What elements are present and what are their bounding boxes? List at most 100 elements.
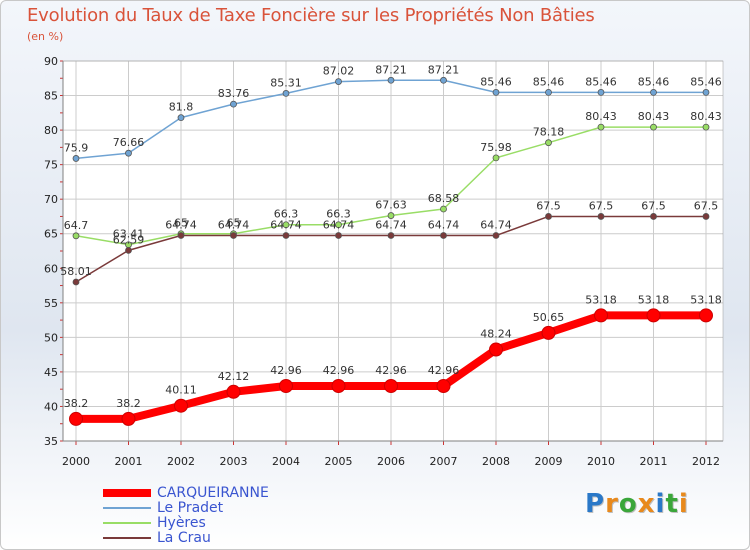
data-label: 85.46 (480, 75, 512, 88)
data-point (387, 212, 395, 219)
y-tick-label: 55 (44, 297, 58, 310)
data-label: 64.74 (323, 219, 355, 232)
data-label: 67.5 (589, 199, 614, 212)
legend-label: La Crau (157, 530, 211, 546)
data-point (699, 308, 713, 323)
data-point (489, 342, 503, 357)
logo-letter: o (618, 489, 638, 519)
data-point (125, 149, 132, 157)
x-tick-label: 2002 (167, 455, 195, 468)
data-label: 85.46 (638, 75, 670, 88)
data-label: 50.65 (533, 311, 565, 324)
x-tick-label: 2007 (430, 455, 458, 468)
data-point (594, 308, 608, 323)
data-label: 42.96 (428, 364, 460, 377)
data-label: 65 (227, 217, 241, 230)
x-tick-label: 2009 (535, 455, 563, 468)
data-label: 81.8 (169, 101, 194, 114)
data-point (384, 379, 398, 394)
data-point (335, 232, 342, 239)
x-tick-label: 2000 (62, 455, 90, 468)
data-label: 40.11 (165, 384, 197, 397)
data-point (492, 232, 500, 239)
proxiti-logo: Proxiti (585, 489, 689, 519)
data-point (650, 88, 657, 96)
data-label: 65 (174, 217, 188, 230)
data-point (174, 398, 188, 413)
data-point (650, 123, 657, 131)
logo-letter: P (585, 489, 606, 519)
y-tick-label: 75 (44, 159, 58, 172)
plot-border (62, 60, 724, 442)
y-tick-label: 60 (44, 262, 58, 275)
data-label: 64.74 (218, 219, 250, 232)
data-label: 42.96 (270, 364, 302, 377)
data-point (121, 411, 136, 426)
data-label: 64.7 (64, 219, 89, 232)
data-label: 64.74 (270, 219, 302, 232)
legend-swatch (103, 522, 151, 524)
data-point (492, 154, 500, 162)
data-point (597, 88, 605, 96)
x-tick-label: 2001 (115, 455, 143, 468)
data-point (597, 123, 605, 131)
data-label: 76.66 (113, 136, 145, 149)
data-point (279, 379, 293, 394)
y-tick-label: 35 (44, 435, 58, 448)
data-label: 80.43 (585, 110, 617, 123)
data-label: 63.41 (113, 228, 145, 241)
x-tick-label: 2004 (272, 455, 300, 468)
data-point (72, 278, 80, 286)
legend-item: La Crau (103, 530, 211, 546)
data-point (387, 232, 395, 239)
data-label: 83.76 (218, 87, 250, 100)
data-label: 38.2 (116, 397, 141, 410)
data-point (702, 123, 710, 131)
data-point (125, 246, 132, 254)
data-label: 38.2 (64, 397, 89, 410)
data-point (597, 213, 605, 220)
data-label: 87.21 (428, 63, 460, 76)
data-point (282, 90, 290, 97)
x-tick-label: 2008 (482, 455, 510, 468)
data-point (545, 139, 552, 147)
data-label: 66.3 (274, 208, 299, 221)
data-point (177, 232, 185, 239)
data-point (646, 308, 661, 323)
legend-item: Hyères (103, 515, 206, 531)
logo-letter: i (655, 489, 666, 519)
data-label: 80.43 (690, 110, 722, 123)
data-label: 67.5 (694, 199, 719, 212)
logo-letter: r (605, 489, 619, 519)
y-tick-label: 65 (44, 228, 58, 241)
data-point (230, 100, 237, 108)
data-point (282, 232, 290, 239)
legend-item: Le Pradet (103, 500, 223, 516)
legend-swatch (103, 537, 151, 539)
data-point (440, 205, 447, 213)
data-label: 85.46 (690, 75, 722, 88)
data-label: 75.9 (64, 141, 89, 154)
data-point (177, 114, 185, 122)
data-point (492, 88, 500, 96)
y-tick-label: 80 (44, 124, 58, 137)
data-point (440, 232, 447, 239)
data-label: 58.01 (60, 265, 92, 278)
data-label: 42.96 (323, 364, 355, 377)
y-tick-label: 45 (44, 366, 58, 379)
data-point (282, 221, 290, 229)
x-tick-label: 2006 (377, 455, 405, 468)
legend-swatch (103, 507, 151, 509)
data-point (702, 213, 710, 220)
data-label: 64.74 (165, 219, 197, 232)
data-point (226, 384, 241, 399)
x-tick-label: 2010 (587, 455, 615, 468)
data-label: 42.96 (375, 364, 407, 377)
data-point (335, 78, 342, 85)
y-axis-unit: (en %) (27, 30, 64, 43)
data-point (230, 232, 237, 239)
legend-label: CARQUEIRANNE (157, 485, 269, 501)
y-tick-label: 70 (44, 193, 58, 206)
data-point (545, 213, 552, 220)
